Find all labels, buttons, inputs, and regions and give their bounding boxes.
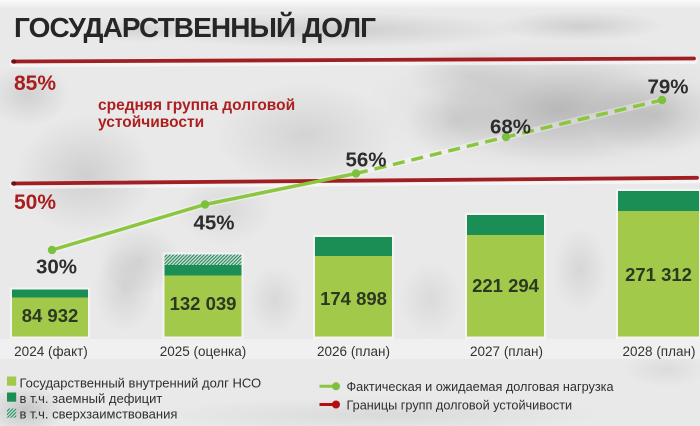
svg-text:68%: 68% xyxy=(490,116,531,139)
svg-text:2027 (план): 2027 (план) xyxy=(470,344,543,359)
svg-text:в т.ч. сверхзаимствования: в т.ч. сверхзаимствования xyxy=(20,407,178,422)
svg-text:56%: 56% xyxy=(345,149,386,172)
svg-text:30%: 30% xyxy=(36,256,77,279)
svg-text:271 312: 271 312 xyxy=(625,264,692,285)
svg-text:устойчивости: устойчивости xyxy=(98,114,204,131)
svg-text:2025 (оценка): 2025 (оценка) xyxy=(160,344,247,359)
svg-text:Границы групп долговой устойчи: Границы групп долговой устойчивости xyxy=(347,398,573,412)
svg-text:84 932: 84 932 xyxy=(22,305,79,326)
svg-text:2028 (план): 2028 (план) xyxy=(623,344,696,359)
svg-text:средняя группа долговой: средняя группа долговой xyxy=(98,97,295,114)
svg-text:132 039: 132 039 xyxy=(170,293,237,314)
svg-text:174 898: 174 898 xyxy=(320,288,387,309)
svg-text:Фактическая и ожидаемая долгов: Фактическая и ожидаемая долговая нагрузк… xyxy=(347,380,615,394)
svg-text:2024 (факт): 2024 (факт) xyxy=(14,344,88,359)
svg-text:85%: 85% xyxy=(14,72,56,95)
svg-text:2026 (план): 2026 (план) xyxy=(317,344,390,359)
svg-text:45%: 45% xyxy=(193,212,234,235)
svg-text:Государственный внутренний дол: Государственный внутренний долг НСО xyxy=(20,375,262,390)
svg-text:в т.ч. заемный дефицит: в т.ч. заемный дефицит xyxy=(20,391,163,406)
svg-text:50%: 50% xyxy=(14,191,56,214)
svg-text:221 294: 221 294 xyxy=(472,275,540,296)
svg-text:79%: 79% xyxy=(647,76,688,99)
svg-text:ГОСУДАРСТВЕННЫЙ ДОЛГ: ГОСУДАРСТВЕННЫЙ ДОЛГ xyxy=(14,11,376,43)
